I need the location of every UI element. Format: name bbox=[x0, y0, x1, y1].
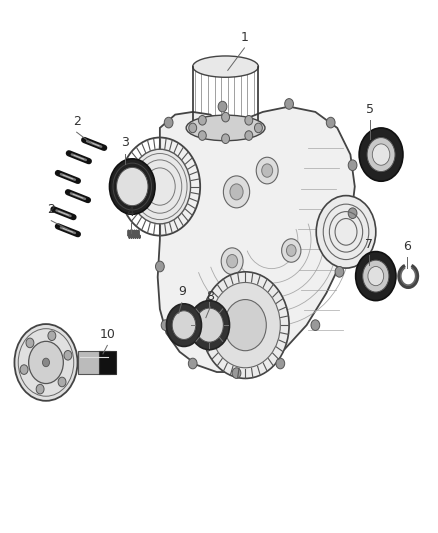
Wedge shape bbox=[359, 128, 403, 181]
Circle shape bbox=[20, 365, 28, 374]
Circle shape bbox=[363, 260, 389, 292]
Circle shape bbox=[227, 255, 237, 268]
Circle shape bbox=[276, 358, 285, 369]
Circle shape bbox=[42, 358, 49, 367]
Circle shape bbox=[254, 123, 262, 133]
Ellipse shape bbox=[186, 115, 265, 141]
Wedge shape bbox=[356, 252, 396, 301]
Circle shape bbox=[164, 117, 173, 128]
Circle shape bbox=[188, 358, 197, 369]
Circle shape bbox=[335, 266, 344, 277]
Ellipse shape bbox=[193, 56, 258, 77]
Polygon shape bbox=[78, 351, 110, 374]
Circle shape bbox=[222, 112, 230, 122]
Circle shape bbox=[232, 368, 241, 378]
Circle shape bbox=[189, 123, 197, 133]
Circle shape bbox=[26, 338, 34, 348]
Circle shape bbox=[117, 167, 148, 206]
Text: 1: 1 bbox=[240, 31, 248, 44]
Text: 10: 10 bbox=[99, 328, 115, 341]
Text: 9: 9 bbox=[178, 286, 186, 298]
Text: 2: 2 bbox=[47, 204, 55, 216]
Circle shape bbox=[172, 311, 196, 340]
Circle shape bbox=[256, 157, 278, 184]
Circle shape bbox=[48, 331, 56, 341]
Text: 5: 5 bbox=[366, 103, 374, 116]
Circle shape bbox=[367, 138, 395, 172]
Circle shape bbox=[155, 261, 164, 272]
Text: 7: 7 bbox=[365, 238, 373, 251]
Text: 3: 3 bbox=[121, 136, 129, 149]
Circle shape bbox=[245, 116, 253, 125]
Text: 2: 2 bbox=[73, 115, 81, 128]
Circle shape bbox=[261, 164, 272, 177]
Circle shape bbox=[218, 101, 227, 112]
Wedge shape bbox=[166, 304, 201, 346]
Circle shape bbox=[210, 282, 280, 368]
Circle shape bbox=[195, 308, 223, 342]
Polygon shape bbox=[158, 107, 355, 372]
Circle shape bbox=[201, 272, 289, 378]
Circle shape bbox=[28, 341, 64, 384]
Circle shape bbox=[245, 131, 253, 140]
Text: 4: 4 bbox=[127, 206, 134, 219]
Circle shape bbox=[14, 324, 78, 401]
Circle shape bbox=[36, 384, 44, 394]
Circle shape bbox=[222, 134, 230, 143]
Circle shape bbox=[230, 184, 243, 200]
Circle shape bbox=[326, 117, 335, 128]
Circle shape bbox=[282, 239, 301, 262]
Circle shape bbox=[316, 196, 376, 268]
Circle shape bbox=[129, 149, 191, 224]
Circle shape bbox=[161, 320, 170, 330]
Circle shape bbox=[224, 300, 266, 351]
Circle shape bbox=[198, 116, 206, 125]
Circle shape bbox=[58, 377, 66, 387]
Circle shape bbox=[64, 351, 72, 360]
Circle shape bbox=[348, 208, 357, 219]
Circle shape bbox=[198, 131, 206, 140]
Circle shape bbox=[223, 176, 250, 208]
Wedge shape bbox=[189, 301, 230, 350]
Wedge shape bbox=[110, 159, 155, 214]
Circle shape bbox=[285, 99, 293, 109]
Circle shape bbox=[368, 266, 384, 286]
Circle shape bbox=[311, 320, 320, 330]
Circle shape bbox=[372, 144, 390, 165]
Polygon shape bbox=[99, 351, 116, 374]
Circle shape bbox=[348, 160, 357, 171]
Circle shape bbox=[286, 245, 296, 256]
Text: 8: 8 bbox=[206, 290, 214, 303]
Circle shape bbox=[221, 248, 243, 274]
Text: 6: 6 bbox=[403, 240, 411, 253]
